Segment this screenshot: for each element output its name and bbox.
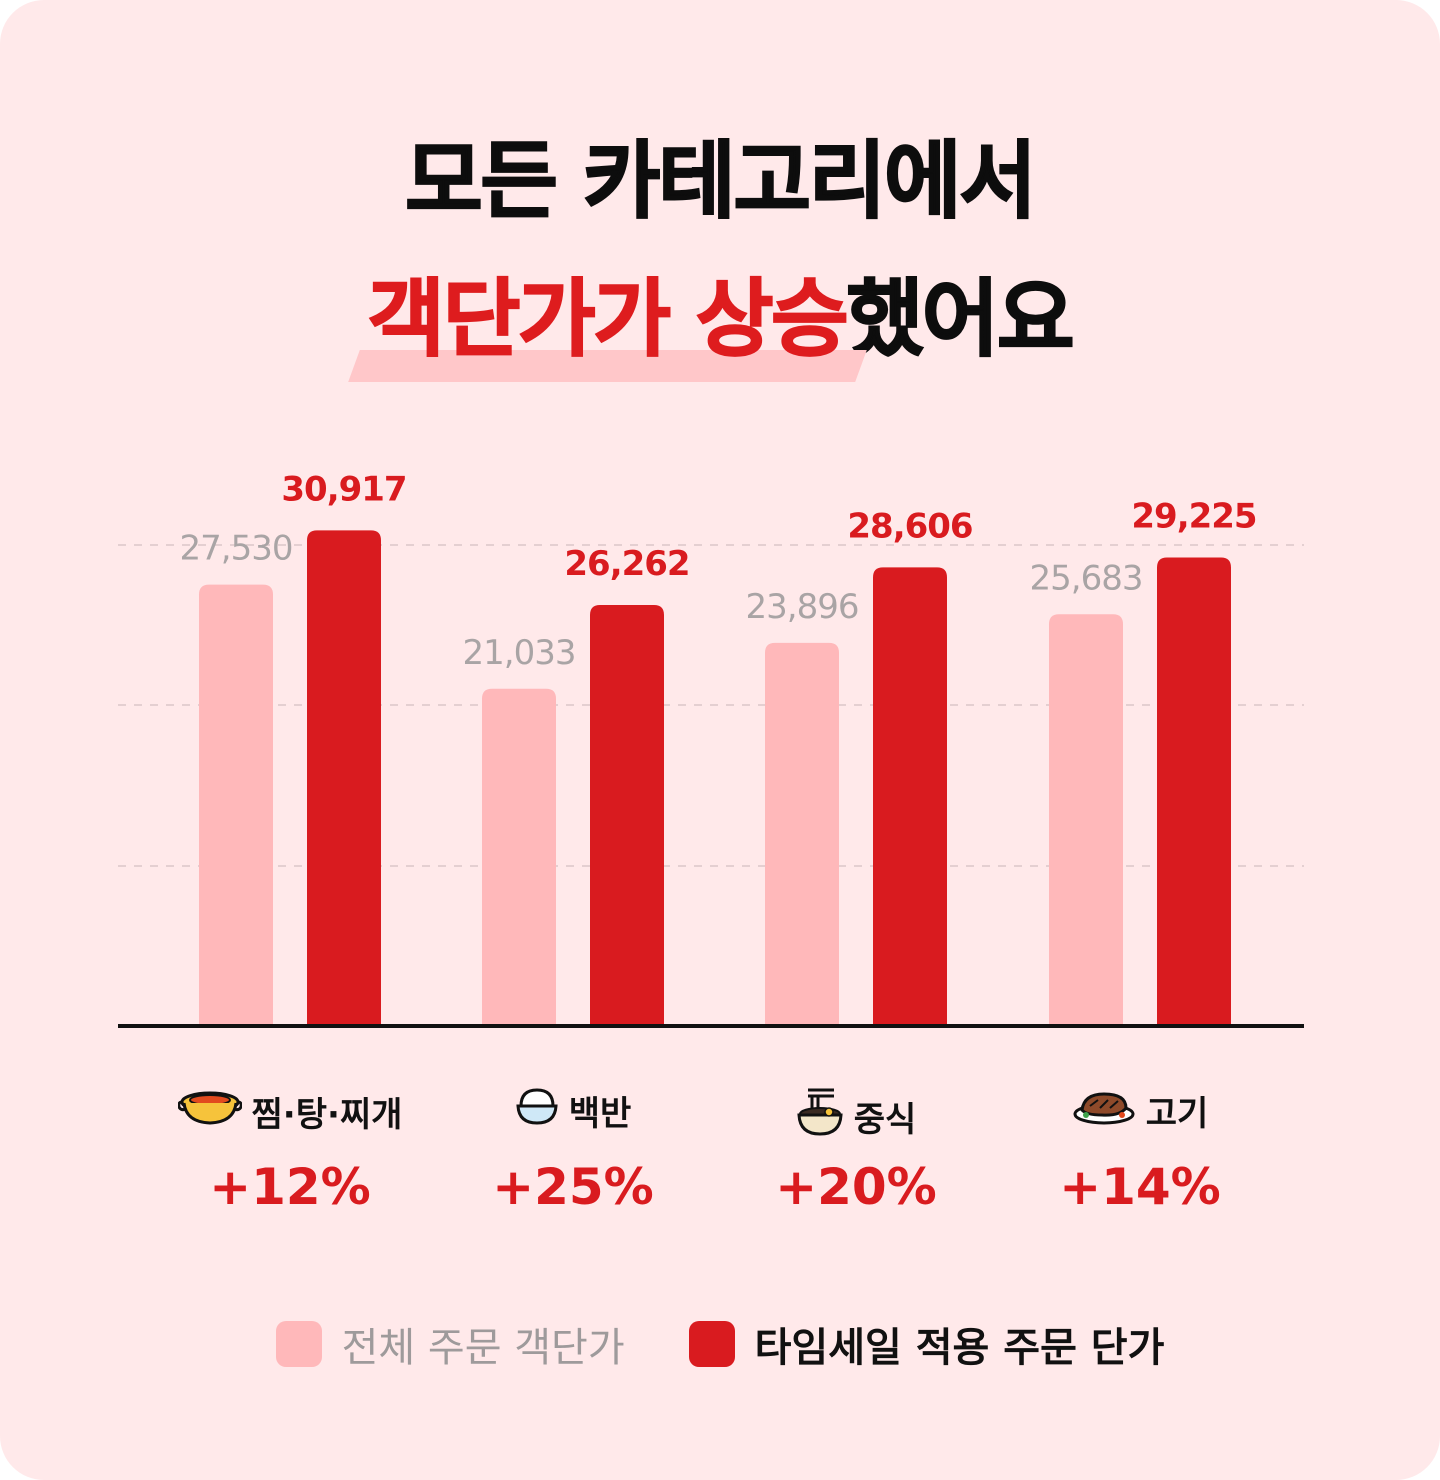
bar-timesale	[590, 604, 664, 1026]
category-name: 고기	[1145, 1094, 1209, 1134]
bar-overall	[199, 584, 273, 1026]
bar-timesale	[307, 530, 381, 1026]
increase-label: +20%	[775, 1158, 937, 1216]
title-line-2: 객단가가 상승했어요	[0, 250, 1440, 388]
legend-label-overall: 전체 주문 객단가	[341, 1325, 625, 1371]
increase-label: +14%	[1059, 1158, 1221, 1216]
bar-overall	[482, 688, 556, 1026]
noodle-bowl-icon	[796, 1086, 844, 1147]
legend: 전체 주문 객단가 타임세일 적용 주문 단가	[0, 1315, 1440, 1373]
legend-swatch-timesale	[688, 1321, 735, 1367]
value-label-timesale: 28,606	[847, 506, 972, 546]
title-highlight-text: 객단가가 상승	[367, 269, 850, 369]
value-label-timesale: 30,917	[281, 469, 406, 509]
category-label: 찜·탕·찌개	[140, 1086, 440, 1137]
legend-item-overall: 전체 주문 객단가	[275, 1315, 625, 1373]
category-name: 중식	[853, 1100, 917, 1140]
increase-label: +12%	[209, 1158, 371, 1216]
bar-overall	[1049, 614, 1123, 1026]
category-label: 중식	[706, 1086, 1006, 1147]
chart-title: 모든 카테고리에서 객단가가 상승했어요	[0, 112, 1440, 388]
increase-label: +25%	[492, 1158, 654, 1216]
category-label: 백반	[423, 1086, 723, 1135]
steak-plate-icon	[1072, 1086, 1136, 1135]
value-label-timesale: 29,225	[1131, 496, 1256, 536]
value-label-timesale: 26,262	[564, 544, 689, 584]
legend-label-timesale: 타임세일 적용 주문 단가	[754, 1325, 1165, 1371]
category-name: 찜·탕·찌개	[251, 1095, 403, 1135]
rice-bowl-icon	[515, 1086, 559, 1135]
category-label: 고기	[990, 1086, 1290, 1135]
title-highlight: 객단가가 상승	[347, 250, 867, 388]
legend-item-timesale: 타임세일 적용 주문 단가	[688, 1315, 1165, 1373]
title-line-1: 모든 카테고리에서	[404, 131, 1038, 231]
category-name: 백반	[568, 1094, 632, 1134]
bar-timesale	[1157, 557, 1231, 1026]
title-line-2-rest: 했어요	[846, 269, 1076, 369]
value-label-overall: 27,530	[180, 529, 293, 569]
bar-overall	[765, 642, 839, 1026]
bar-timesale	[873, 567, 947, 1026]
legend-swatch-overall	[275, 1321, 322, 1367]
hot-pot-icon	[176, 1086, 243, 1137]
value-label-overall: 25,683	[1030, 558, 1143, 598]
value-label-overall: 23,896	[746, 587, 859, 627]
value-label-overall: 21,033	[463, 633, 576, 673]
